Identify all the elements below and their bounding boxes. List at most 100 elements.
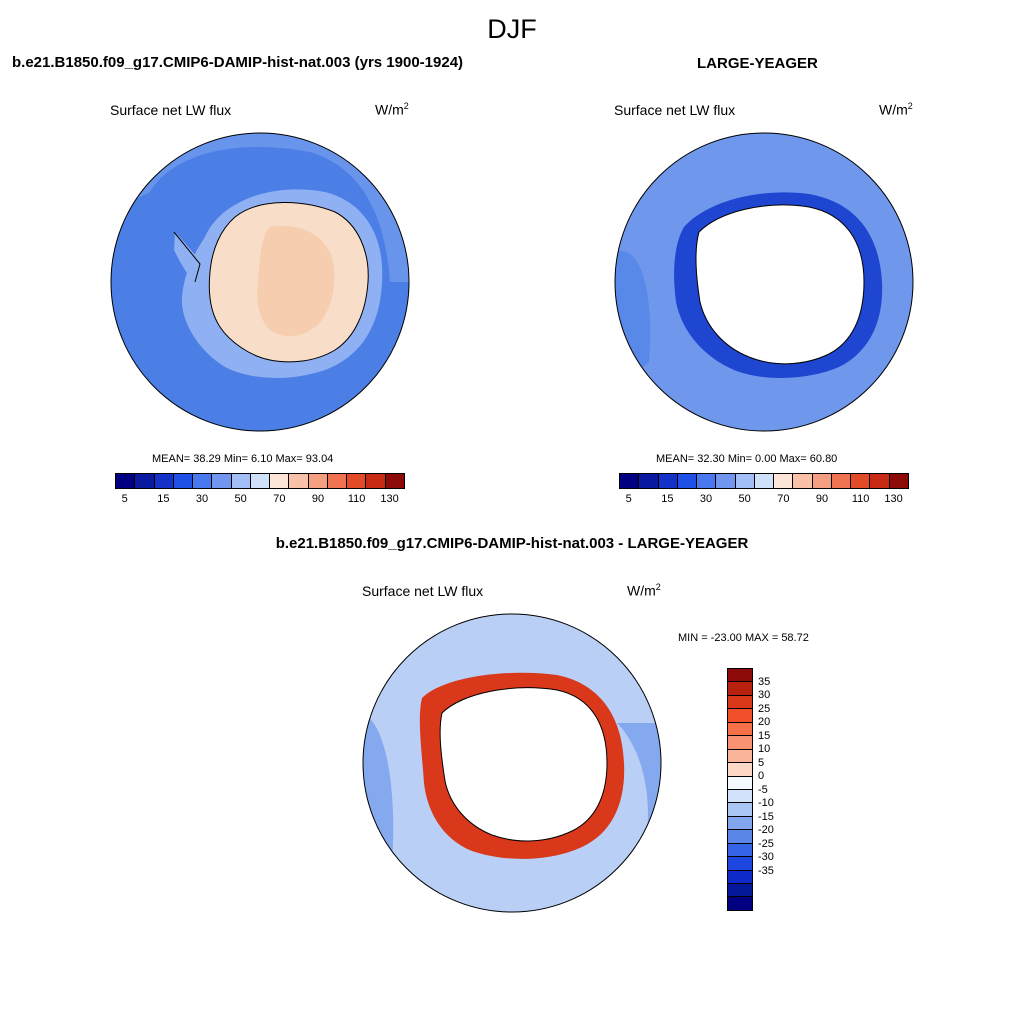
panel1-map [110,132,410,432]
colorbar-swatch [812,474,832,488]
colorbar-swatch [728,722,752,737]
colorbar-tick-label: 5 [758,756,765,769]
colorbar-swatch [728,776,752,790]
colorbar-tick-label: -25 [758,837,774,850]
colorbar-swatch [728,695,752,710]
panel2-coastline [695,204,865,365]
colorbar-tick-label: -35 [758,864,774,877]
colorbar-swatch [308,474,328,488]
colorbar-swatch [870,474,890,488]
colorbar-swatch [728,682,752,696]
colorbar-tick-label: 130 [380,493,399,505]
colorbar-swatch [735,474,755,488]
colorbar-swatch [347,474,367,488]
panel3-coastline [439,687,608,842]
colorbar-swatch [728,709,752,723]
colorbar-tick-label: 15 [758,729,771,742]
colorbar-swatch [851,474,871,488]
colorbar-tick-label: 5 [625,493,632,505]
colorbar-swatch [831,474,852,488]
colorbar-swatch [728,870,752,884]
colorbar-swatch [728,843,752,858]
colorbar-tick-label: 35 [758,675,771,688]
colorbar-tick-label: 50 [738,493,751,505]
colorbar-tick-label: 10 [758,743,771,755]
panel1-variable-label: Surface net LW flux [110,102,232,118]
panel3-land [440,687,607,841]
colorbar-swatch [366,474,386,488]
colorbar-tick-label: 50 [234,493,247,505]
panel2-stats: MEAN= 32.30 Min= 0.00 Max= 60.80 [656,453,838,465]
panel3-map [362,613,662,913]
colorbar-tick-label: 90 [311,493,325,505]
colorbar-tick-label: 110 [851,493,870,505]
colorbar-tick-label: -10 [758,797,774,809]
colorbar-tick-label: 25 [758,702,771,715]
colorbar-swatch [728,749,752,764]
panel2-map [614,132,914,432]
colorbar-tick-label: 130 [884,493,903,505]
colorbar-swatch [793,474,813,488]
panel1-stats: MEAN= 38.29 Min= 6.10 Max= 93.04 [152,453,334,465]
colorbar-swatch [728,816,752,831]
colorbar-swatch [173,474,194,488]
panel2-land [696,204,864,364]
colorbar-swatch [716,474,736,488]
colorbar-tick-label: 110 [347,493,366,505]
colorbar-tick-label: 90 [815,493,829,505]
colorbar-tick-label: 30 [758,689,771,701]
panel1-units: W/m2 [375,101,409,118]
panel1-interior [257,225,335,337]
colorbar-tick-label: 70 [777,493,790,505]
colorbar-swatch [728,803,752,817]
colorbar-swatch [620,474,640,488]
colorbar-swatch [754,474,775,488]
panel1-colorbar [115,473,405,489]
colorbar-tick-label: 15 [157,493,170,505]
colorbar-swatch [289,474,309,488]
colorbar-swatch [774,474,794,488]
colorbar-swatch [728,789,752,804]
panel3-darker-east [617,723,661,833]
colorbar-swatch [728,897,752,910]
panel3-units: W/m2 [627,582,661,599]
colorbar-swatch [193,474,213,488]
colorbar-tick-label: -15 [758,810,774,823]
panel3-title: b.e21.B1850.f09_g17.CMIP6-DAMIP-hist-nat… [275,535,749,552]
colorbar-swatch [116,474,136,488]
panel1-peninsula [174,232,203,282]
colorbar-tick-label: 5 [121,493,128,505]
colorbar-swatch [231,474,251,488]
colorbar-tick-label: 0 [758,770,765,782]
colorbar-swatch [728,763,752,777]
panel2-colorbar [619,473,909,489]
colorbar-swatch [250,474,271,488]
colorbar-tick-label: 30 [699,493,713,505]
colorbar-tick-label: 20 [758,716,771,728]
panel2-units: W/m2 [879,101,913,118]
colorbar-swatch [889,474,908,488]
panel1-title: b.e21.B1850.f09_g17.CMIP6-DAMIP-hist-nat… [12,54,464,71]
colorbar-swatch [658,474,678,488]
panel1-coastline [173,202,369,363]
panel3-colorbar [727,668,753,911]
colorbar-swatch [728,830,752,844]
colorbar-tick-label: -30 [758,851,774,863]
colorbar-swatch [135,474,155,488]
colorbar-swatch [327,474,348,488]
colorbar-swatch [639,474,659,488]
colorbar-swatch [677,474,698,488]
panel3-variable-label: Surface net LW flux [362,583,484,599]
colorbar-swatch [728,669,752,683]
colorbar-swatch [385,474,404,488]
colorbar-swatch [270,474,290,488]
colorbar-tick-label: -5 [758,783,768,796]
colorbar-tick-label: -20 [758,824,774,836]
colorbar-swatch [728,736,752,750]
main-title: DJF [487,14,537,44]
colorbar-swatch [154,474,174,488]
colorbar-swatch [212,474,232,488]
panel3-stats: MIN = -23.00 MAX = 58.72 [678,632,809,644]
colorbar-swatch [697,474,717,488]
colorbar-swatch [728,884,752,898]
